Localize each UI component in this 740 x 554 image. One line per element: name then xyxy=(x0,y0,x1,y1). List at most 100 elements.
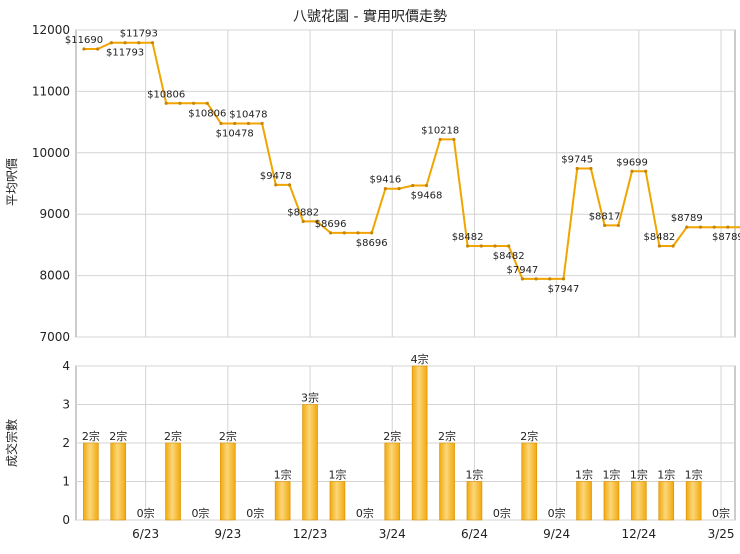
price-point xyxy=(548,277,552,281)
price-point xyxy=(315,219,319,224)
price-point xyxy=(109,41,113,45)
price-data-label: $8482 xyxy=(493,251,525,262)
volume-bar xyxy=(631,481,647,521)
chart-title: 八號花園 - 實用呎價走勢 xyxy=(293,8,447,25)
volume-bar xyxy=(576,481,592,521)
price-point xyxy=(260,121,264,126)
volume-bar-label: 1宗 xyxy=(575,468,593,482)
price-data-label: $9416 xyxy=(369,175,401,186)
volume-bar xyxy=(439,442,455,521)
volume-bar xyxy=(110,442,127,521)
price-point xyxy=(671,244,675,248)
volume-bar xyxy=(521,442,538,521)
price-point xyxy=(507,244,511,248)
volume-bar xyxy=(83,442,99,521)
price-point xyxy=(712,225,716,229)
price-y-axis-label: 平均呎價 xyxy=(5,158,19,206)
volume-y-tick-label: 2 xyxy=(62,436,70,450)
price-data-label: $10478 xyxy=(216,128,254,139)
volume-bar-label: 0宗 xyxy=(356,506,374,520)
price-point xyxy=(479,244,483,248)
price-point xyxy=(233,121,237,126)
price-data-label: $8482 xyxy=(452,232,484,243)
price-data-label: $8789 xyxy=(671,213,703,224)
volume-bar xyxy=(329,481,346,521)
price-point xyxy=(493,244,497,248)
x-tick-label: 3/25 xyxy=(708,527,735,541)
price-point xyxy=(397,187,401,191)
x-tick-label: 6/24 xyxy=(461,527,488,541)
price-point xyxy=(301,219,305,224)
volume-bar-label: 2宗 xyxy=(109,429,127,443)
price-point xyxy=(685,225,689,229)
volume-bar-label: 1宗 xyxy=(685,468,703,482)
price-data-label: $8789 xyxy=(712,232,740,243)
x-tick-label: 9/23 xyxy=(214,527,241,541)
price-point xyxy=(164,101,168,105)
price-point xyxy=(342,231,346,235)
volume-bar-label: 1宗 xyxy=(602,468,620,482)
volume-y-axis-label: 成交宗數 xyxy=(4,419,19,467)
price-point xyxy=(616,223,620,228)
price-data-label: $9468 xyxy=(411,190,443,201)
volume-bar-label: 2宗 xyxy=(383,429,401,443)
price-data-label: $7947 xyxy=(548,284,580,295)
volume-bar xyxy=(220,442,236,521)
price-point xyxy=(123,41,127,45)
price-data-label: $9699 xyxy=(616,157,648,168)
price-y-tick-label: 9000 xyxy=(39,207,70,221)
volume-bar-label: 0宗 xyxy=(712,506,730,520)
price-point xyxy=(603,223,607,228)
price-point xyxy=(246,121,250,126)
price-y-tick-label: 12000 xyxy=(32,23,70,37)
price-point xyxy=(370,231,374,235)
volume-bar-label: 1宗 xyxy=(657,468,675,482)
price-data-label: $11793 xyxy=(120,29,158,40)
price-point xyxy=(657,244,662,248)
price-data-label: $8817 xyxy=(589,211,621,222)
price-point xyxy=(424,183,429,188)
volume-bar xyxy=(658,481,675,521)
volume-bar-label: 4宗 xyxy=(411,352,429,366)
price-point xyxy=(466,244,470,248)
volume-bar-plot: 0 1 2 3 4 6/23 9/23 12/23 3/24 6/24 9/24 12/24 3/25 2… xyxy=(62,352,736,541)
price-y-tick-label: 11000 xyxy=(32,84,70,98)
price-y-tick-label: 10000 xyxy=(32,146,70,160)
price-point xyxy=(82,47,86,51)
price-point xyxy=(520,277,525,281)
volume-y-tick-label: 4 xyxy=(62,359,70,373)
price-point xyxy=(561,277,566,281)
volume-bar-label: 0宗 xyxy=(493,506,511,520)
price-data-label: $11690 xyxy=(65,35,103,46)
price-point xyxy=(219,121,223,126)
price-point xyxy=(644,169,648,173)
price-point xyxy=(630,169,634,173)
volume-bar-label: 1宗 xyxy=(328,468,346,482)
price-data-label: $11793 xyxy=(106,48,144,59)
price-y-tick-label: 7000 xyxy=(39,330,70,344)
price-series-line xyxy=(84,41,740,280)
price-point xyxy=(452,137,456,142)
price-point xyxy=(726,225,730,229)
price-data-label: $8696 xyxy=(315,219,347,230)
volume-bar-label: 1宗 xyxy=(630,468,648,482)
price-point xyxy=(178,101,182,105)
price-point xyxy=(137,41,141,45)
price-line-plot: 700080009000100001100012000$11690$11793$… xyxy=(32,23,740,344)
x-tick-label: 9/24 xyxy=(543,527,570,541)
price-point xyxy=(438,137,442,142)
volume-bar xyxy=(685,481,702,521)
volume-bar xyxy=(302,404,318,521)
volume-bar-label: 2宗 xyxy=(438,429,456,443)
volume-bar xyxy=(411,365,428,521)
x-tick-label: 12/23 xyxy=(293,527,328,541)
price-point xyxy=(329,231,333,235)
price-point xyxy=(96,47,100,51)
volume-bar xyxy=(384,442,401,521)
price-point xyxy=(150,41,155,45)
volume-bar-label: 2宗 xyxy=(520,429,538,443)
volume-bar xyxy=(603,481,620,521)
price-point xyxy=(698,225,703,229)
price-data-label: $10806 xyxy=(188,108,226,119)
price-point xyxy=(575,166,579,171)
